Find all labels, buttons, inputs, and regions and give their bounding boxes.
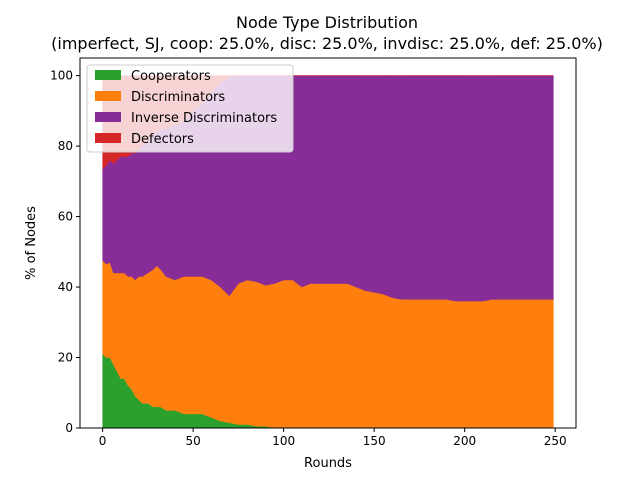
y-tick-label: 80 <box>58 139 73 153</box>
legend-swatch-defectors <box>95 133 121 143</box>
legend-swatch-discriminators <box>95 91 121 101</box>
x-tick-label: 250 <box>544 434 567 448</box>
chart-subtitle: (imperfect, SJ, coop: 25.0%, disc: 25.0%… <box>51 34 603 53</box>
y-tick-label: 20 <box>58 351 73 365</box>
y-tick-label: 40 <box>58 280 73 294</box>
x-tick-label: 0 <box>99 434 107 448</box>
x-tick-label: 200 <box>453 434 476 448</box>
y-tick-label: 60 <box>58 210 73 224</box>
y-axis-label: % of Nodes <box>24 206 39 280</box>
legend-box <box>86 64 294 153</box>
plot-frame <box>79 57 577 429</box>
legend-label-defectors: Defectors <box>131 132 194 147</box>
legend-label-discriminators: Discriminators <box>131 90 225 105</box>
chart-title: Node Type Distribution <box>236 13 418 32</box>
legend-label-cooperators: Cooperators <box>131 69 211 84</box>
x-tick-label: 150 <box>363 434 386 448</box>
legend-label-inverse-discriminators: Inverse Discriminators <box>131 111 277 126</box>
y-tick-label: 0 <box>65 421 73 435</box>
legend-swatch-cooperators <box>95 70 121 80</box>
y-tick-label: 100 <box>50 69 73 83</box>
x-axis-ticks: 0 50 100 150 200 250 <box>99 428 567 448</box>
x-tick-label: 100 <box>272 434 295 448</box>
x-axis-label: Rounds <box>304 456 352 471</box>
x-tick-label: 50 <box>185 434 200 448</box>
legend-swatch-inverse-discriminators <box>95 112 121 122</box>
y-axis-ticks: 0 20 40 60 80 100 <box>50 69 80 435</box>
legend: Cooperators Discriminators Inverse Discr… <box>86 64 294 153</box>
